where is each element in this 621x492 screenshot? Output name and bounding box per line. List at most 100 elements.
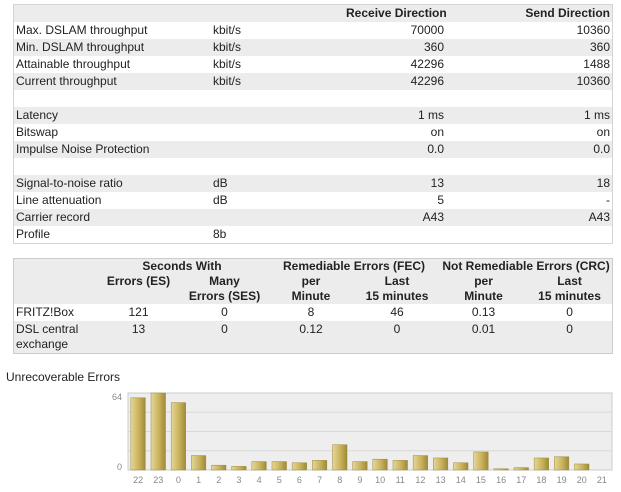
bar: [291, 462, 307, 471]
chart-title: Unrecoverable Errors: [6, 370, 121, 384]
bar: [211, 464, 227, 471]
bar: [130, 397, 146, 471]
y-tick-label: 64: [112, 392, 122, 402]
x-tick-label: 10: [375, 475, 385, 485]
es-value: 13: [131, 322, 146, 336]
receive-value: 13: [344, 175, 446, 192]
bar: [271, 461, 287, 471]
bar: [372, 458, 388, 471]
x-tick-label: 1: [196, 475, 201, 485]
unrecoverable-errors-chart: 22 23 0 1 2 3 4 5 6 7 8 9 10 11 12 13 14 15 16 17 18 19 20 2164…: [112, 392, 613, 485]
crc-last-15-value: 0: [566, 322, 573, 336]
row-unit: kbit/s: [211, 39, 344, 56]
receive-value: 0.0: [344, 141, 446, 158]
x-tick-label: 9: [357, 475, 362, 485]
ses-value: 0: [221, 322, 228, 336]
row-label: Max. DSLAM throughput: [16, 23, 148, 37]
row-label: Bitswap: [16, 125, 59, 139]
table-row: Impulse Noise Protection 0.0 0.0: [14, 141, 612, 158]
row-label: Impulse Noise Protection: [14, 141, 211, 158]
x-tick-label: 11: [396, 475, 405, 485]
bar: [412, 455, 428, 471]
fec-last-15-header: Last 15 minutes: [365, 274, 429, 303]
crc-header: Not Remediable Errors (CRC): [442, 259, 610, 273]
bar: [574, 463, 590, 471]
x-tick-label: 6: [297, 475, 302, 485]
row-unit: [211, 124, 344, 141]
bar: [191, 455, 207, 471]
bar: [251, 461, 267, 471]
x-tick-label: 15: [476, 475, 486, 485]
table-row: DSL central exchange 13 0 0.12 0 0.01 0: [14, 321, 612, 353]
send-value: 1488: [583, 57, 610, 71]
bar: [150, 392, 166, 471]
table-row: Bitswap on on: [14, 124, 612, 141]
send-direction-header: Send Direction: [446, 5, 612, 22]
row-label: Latency: [14, 107, 211, 124]
receive-value: 5: [437, 193, 444, 207]
row-unit: [211, 141, 344, 158]
bar: [170, 402, 186, 471]
row-label: Profile: [16, 227, 51, 241]
bar: [231, 466, 247, 471]
send-value: 10360: [446, 73, 612, 90]
send-value: 360: [446, 39, 612, 56]
row-unit: kbit/s: [213, 57, 242, 71]
error-sub-header-row: Errors (ES) Many Errors (SES) per Minute L…: [14, 274, 612, 304]
x-tick-label: 3: [236, 475, 241, 485]
row-spacer: [14, 90, 612, 107]
receive-value: A43: [344, 209, 446, 226]
bar: [392, 460, 408, 471]
crc-per-minute-value: 0.13: [440, 304, 528, 321]
bar: [533, 457, 549, 471]
row-spacer: [14, 158, 612, 175]
x-tick-label: 8: [337, 475, 342, 485]
bar: [513, 467, 529, 471]
receive-value: 70000: [410, 23, 444, 37]
send-value: A43: [446, 209, 612, 226]
x-tick-label: 22: [133, 475, 143, 485]
x-tick-label: 0: [176, 475, 181, 485]
receive-value: 1 ms: [344, 107, 446, 124]
bar: [453, 462, 469, 471]
row-unit: dB: [211, 175, 344, 192]
ses-value: 0: [181, 304, 269, 321]
receive-value: 42296: [344, 73, 446, 90]
x-tick-label: 12: [415, 475, 425, 485]
es-value: 121: [96, 304, 181, 321]
crc-per-minute-value: 0.01: [471, 322, 496, 336]
row-label: Signal-to-noise ratio: [14, 175, 211, 192]
send-value: 10360: [576, 23, 610, 37]
fec-per-minute-value: 0.12: [299, 322, 323, 336]
line-info-table: Receive Direction Send Direction Max. DS…: [13, 4, 613, 244]
receive-value: 42296: [410, 57, 444, 71]
fec-per-minute-value: 8: [268, 304, 355, 321]
table-row: Min. DSLAM throughput kbit/s 360 360: [14, 39, 612, 56]
row-label: Carrier record: [14, 209, 211, 226]
row-label: Line attenuation: [16, 193, 102, 207]
es-header: Errors (ES): [106, 274, 171, 288]
row-unit: kbit/s: [213, 23, 242, 37]
bar: [433, 457, 449, 471]
row-label: Current throughput: [14, 73, 211, 90]
table-row: Max. DSLAM throughput kbit/s 70000 10360: [14, 22, 612, 39]
table-row: Signal-to-noise ratio dB 13 18: [14, 175, 612, 192]
row-unit: kbit/s: [211, 73, 344, 90]
receive-direction-header: Receive Direction: [344, 5, 447, 22]
row-unit: dB: [213, 193, 228, 207]
bar: [554, 456, 570, 471]
crc-last-15-value: 0: [527, 304, 613, 321]
line-table-header: Receive Direction Send Direction: [14, 5, 612, 22]
fec-per-minute-header: per Minute: [291, 274, 331, 303]
x-tick-label: 20: [577, 475, 587, 485]
x-tick-label: 17: [516, 475, 526, 485]
fec-last-15-value: 46: [354, 304, 441, 321]
table-row: Attainable throughput kbit/s 42296 1488: [14, 56, 612, 73]
x-tick-label: 18: [536, 475, 546, 485]
x-tick-label: 13: [436, 475, 446, 485]
send-value: [446, 226, 612, 243]
table-row: Carrier record A43 A43: [14, 209, 612, 226]
fec-header: Remediable Errors (FEC): [283, 259, 426, 273]
send-value: 18: [446, 175, 612, 192]
bar: [493, 468, 509, 471]
